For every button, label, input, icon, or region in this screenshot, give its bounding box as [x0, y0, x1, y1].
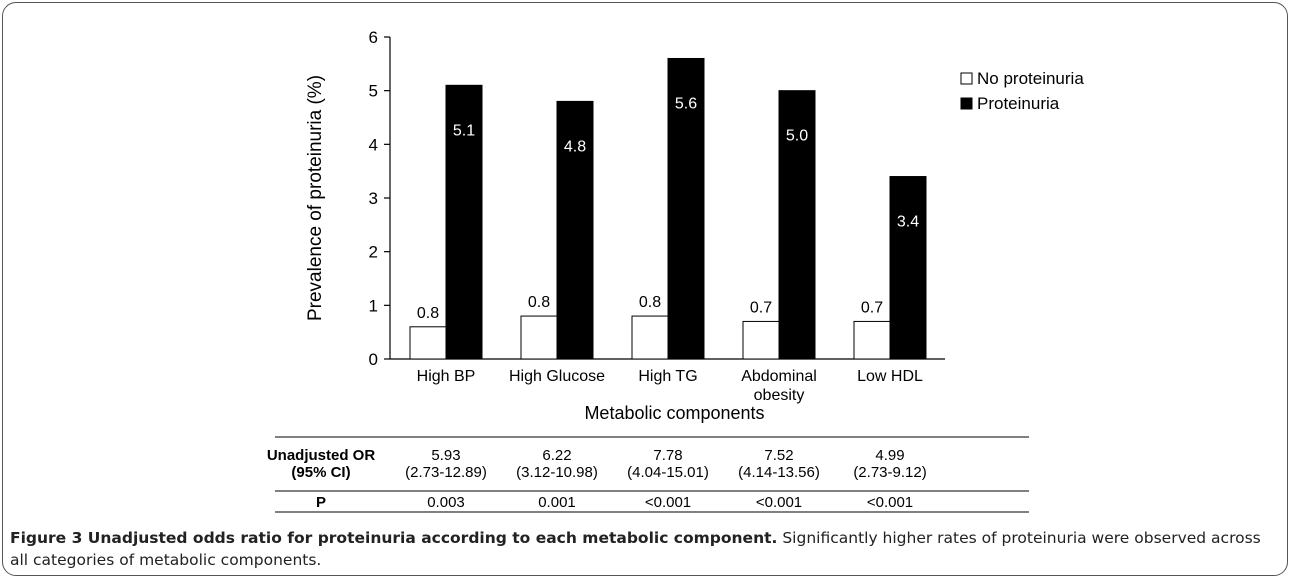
x-tick-label: Low HDL [857, 368, 923, 385]
y-tick-label: 1 [369, 296, 378, 315]
bar-no-proteinuria [409, 326, 447, 360]
table-p-value: <0.001 [645, 494, 691, 511]
data-label-no-proteinuria: 0.7 [861, 299, 883, 316]
caption-title: Figure 3 Unadjusted odds ratio for prote… [10, 529, 778, 547]
table-or-value: 6.22 [542, 447, 571, 464]
bar-chart: 0 1 2 3 4 5 6 Prevalence of proteinuria (%) High… [267, 28, 1084, 513]
table-p-value: 0.001 [538, 494, 576, 511]
x-axis-title: Metabolic components [584, 403, 764, 423]
data-label-no-proteinuria: 0.8 [417, 305, 439, 322]
y-tick-label: 2 [369, 243, 378, 262]
y-tick-label: 0 [369, 350, 378, 369]
data-label-no-proteinuria: 0.8 [528, 294, 550, 311]
legend: No proteinuria Proteinuria [960, 69, 1084, 113]
data-label-no-proteinuria: 0.7 [750, 299, 772, 316]
table-or-value: 7.78 [653, 447, 682, 464]
table-or-value: 4.99 [875, 447, 904, 464]
table-p-value: 0.003 [427, 494, 465, 511]
table-p-value: <0.001 [756, 494, 802, 511]
table-or-value: 7.52 [764, 447, 793, 464]
legend-label-proteinuria: Proteinuria [977, 94, 1060, 113]
data-label-no-proteinuria: 0.8 [639, 294, 661, 311]
table-row-label-or: (95% CI) [291, 464, 350, 481]
bar-no-proteinuria [742, 320, 780, 360]
data-label-proteinuria: 4.8 [564, 138, 586, 155]
bar-proteinuria [556, 100, 594, 360]
x-tick-label: obesity [754, 387, 805, 404]
bar-no-proteinuria [631, 315, 669, 360]
data-label-proteinuria: 5.1 [453, 122, 475, 139]
bar-proteinuria [889, 176, 927, 360]
bar-proteinuria [778, 90, 816, 360]
legend-label-no-proteinuria: No proteinuria [977, 69, 1084, 88]
table-or-value: 5.93 [431, 447, 460, 464]
table-row-label-or: Unadjusted OR [267, 447, 376, 464]
table-p-value: <0.001 [867, 494, 913, 511]
y-tick-label: 4 [369, 135, 378, 154]
caption-text: Significantly higher rates of proteinuri… [10, 529, 1261, 569]
x-tick-label: High Glucose [509, 368, 605, 385]
data-label-proteinuria: 5.0 [786, 128, 808, 145]
y-tick-label: 6 [369, 28, 378, 47]
odds-ratio-table: Unadjusted OR(95% CI) P 5.93(2.73-12.89) 0.… [267, 436, 1029, 513]
y-axis-title: Prevalence of proteinuria (%) [305, 75, 326, 321]
bar-no-proteinuria [853, 320, 891, 360]
table-ci-value: (3.12-10.98) [516, 464, 598, 481]
bar-no-proteinuria [520, 315, 558, 360]
table-ci-value: (2.73-9.12) [853, 464, 926, 481]
data-label-proteinuria: 5.6 [675, 95, 697, 112]
table-ci-value: (4.04-15.01) [627, 464, 709, 481]
y-tick-label: 3 [369, 189, 378, 208]
axes: 0 1 2 3 4 5 6 Prevalence of proteinuria (%) High… [305, 28, 945, 423]
x-tick-label: High TG [638, 368, 697, 385]
bar-proteinuria [667, 57, 705, 360]
data-labels: 0.8 5.1 0.8 4.8 0.8 5.6 0.7 5.0 0.7 3.4 [417, 95, 919, 321]
x-tick-label: High BP [417, 368, 476, 385]
figure-caption: Figure 3 Unadjusted odds ratio for prote… [10, 527, 1280, 571]
bars [409, 57, 927, 360]
x-tick-label: Abdominal [741, 368, 817, 385]
y-tick-label: 5 [369, 82, 378, 101]
table-ci-value: (2.73-12.89) [405, 464, 487, 481]
table-row-label-p: P [316, 494, 326, 511]
legend-swatch-no-proteinuria [960, 72, 973, 85]
legend-swatch-proteinuria [960, 97, 973, 110]
data-label-proteinuria: 3.4 [897, 214, 919, 231]
bar-proteinuria [445, 84, 483, 360]
table-ci-value: (4.14-13.56) [738, 464, 820, 481]
